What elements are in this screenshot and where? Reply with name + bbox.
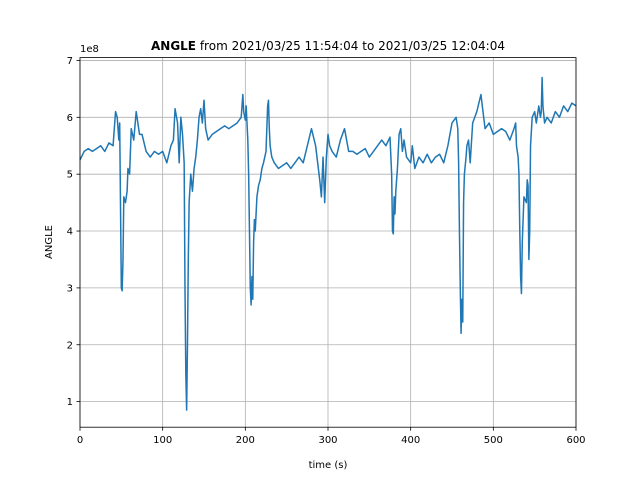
y-tick-label: 1	[67, 397, 73, 408]
x-tick-label: 100	[153, 435, 172, 446]
chart-title: ANGLE from 2021/03/25 11:54:04 to 2021/0…	[151, 39, 505, 53]
y-axis: 1 2 3 4 5 6 7	[67, 56, 80, 408]
y-tick-label: 2	[67, 340, 73, 351]
x-tick-label: 500	[484, 435, 503, 446]
plot-area	[79, 76, 577, 411]
x-axis: 0 100 200 300 400 500 600	[77, 427, 586, 446]
y-tick-label: 7	[67, 56, 73, 67]
x-axis-label: time (s)	[309, 460, 348, 471]
x-tick-label: 300	[318, 435, 337, 446]
y-tick-label: 6	[67, 113, 73, 124]
y-offset-text: 1e8	[80, 44, 99, 55]
y-tick-label: 4	[67, 227, 73, 238]
x-tick-label: 200	[236, 435, 255, 446]
y-tick-label: 3	[67, 283, 73, 294]
y-axis-label: ANGLE	[44, 225, 55, 259]
x-tick-label: 400	[401, 435, 420, 446]
y-tick-label: 5	[67, 170, 73, 181]
grid	[79, 57, 577, 428]
x-tick-label: 0	[77, 435, 83, 446]
chart-title-bold: ANGLE	[151, 39, 196, 53]
x-tick-label: 600	[566, 435, 585, 446]
chart-title-rest: from 2021/03/25 11:54:04 to 2021/03/25 1…	[196, 39, 505, 53]
series-line	[79, 76, 577, 411]
